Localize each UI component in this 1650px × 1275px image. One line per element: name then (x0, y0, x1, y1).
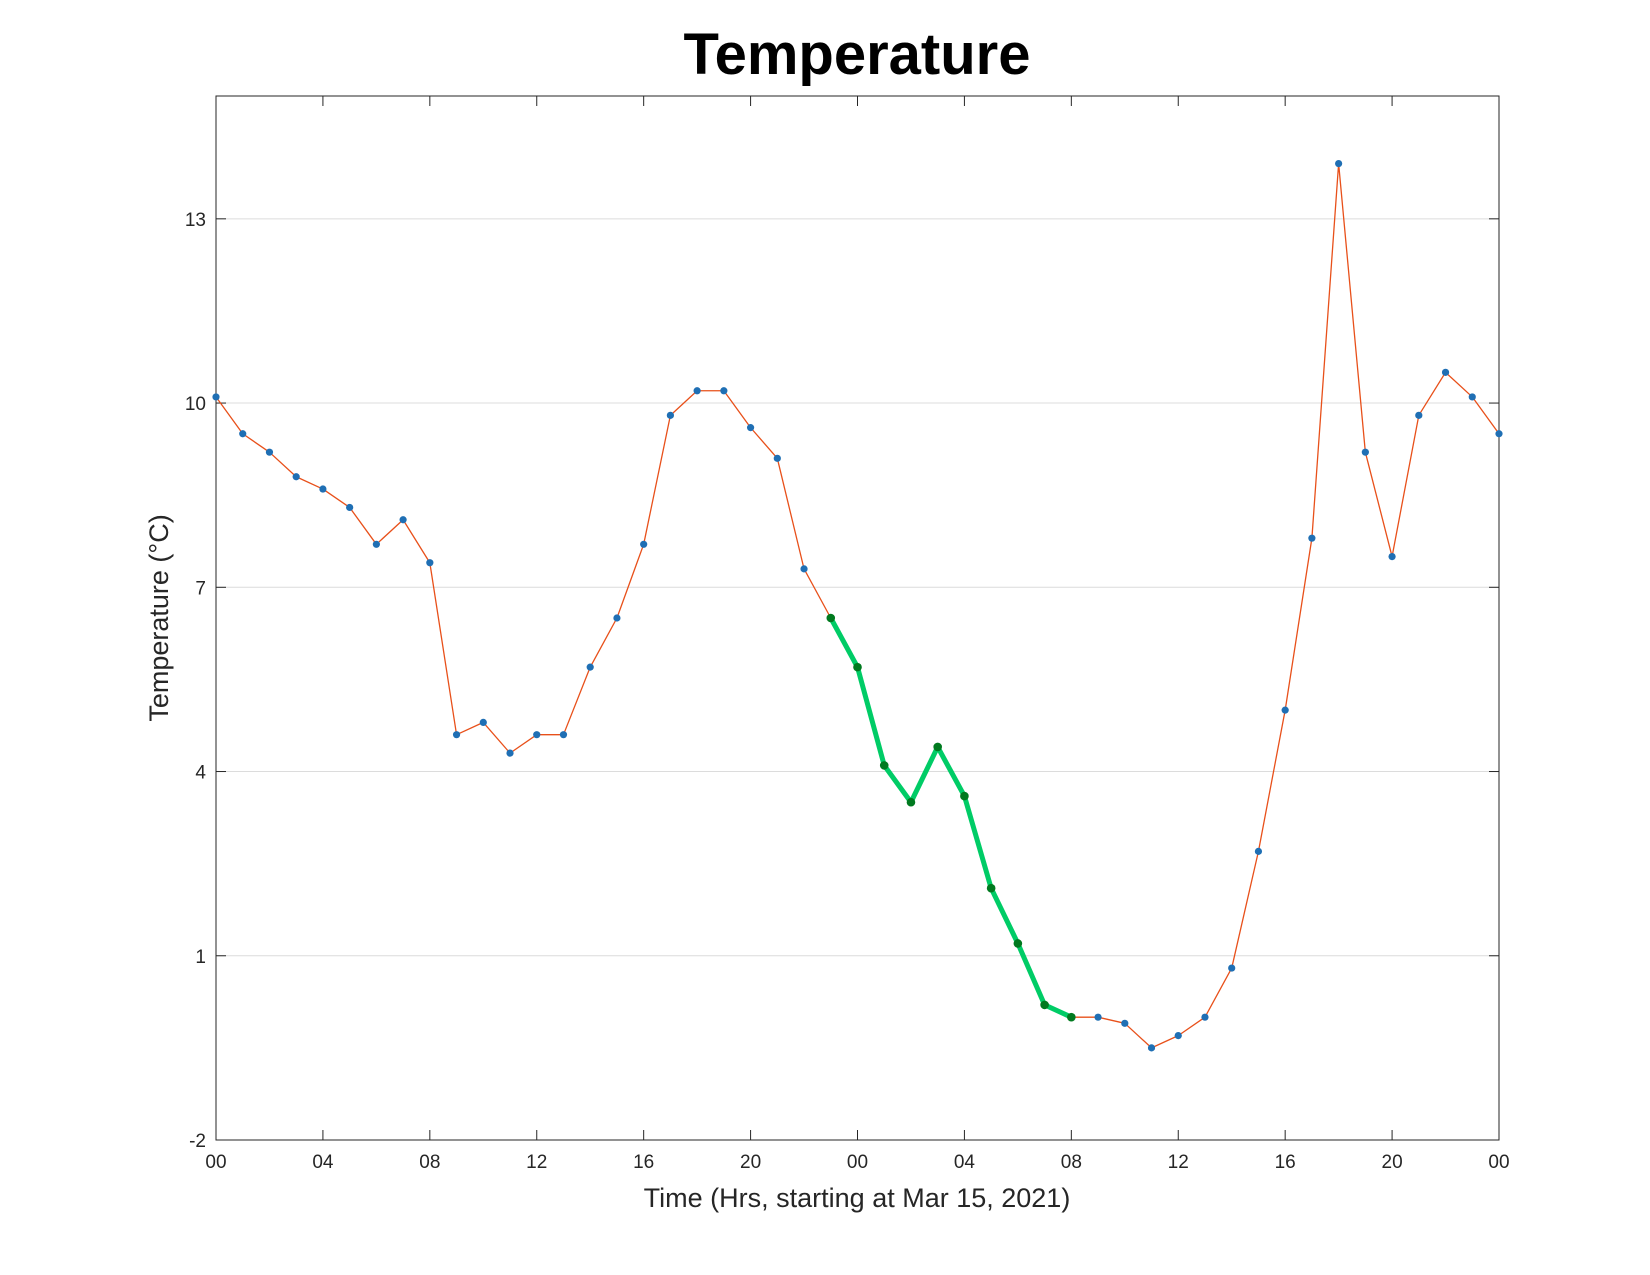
data-point (1228, 964, 1236, 972)
y-tick-label: 4 (195, 763, 206, 784)
x-tick-label: 12 (1168, 1152, 1189, 1173)
highlight-data-point (826, 613, 836, 623)
data-series (212, 159, 1503, 1052)
data-point (693, 387, 701, 395)
highlight-data-point (960, 791, 969, 801)
data-point (773, 454, 781, 462)
data-point (800, 565, 808, 573)
x-tick-label: 08 (1061, 1152, 1082, 1173)
data-point (212, 393, 220, 401)
y-tick-label: 13 (185, 210, 206, 231)
data-point (1121, 1019, 1129, 1027)
highlight-data-point (986, 883, 996, 893)
y-tick-label: 7 (195, 578, 206, 599)
data-point (1415, 411, 1423, 419)
x-tick-label: 04 (954, 1152, 976, 1173)
data-point (292, 473, 300, 481)
data-point (1495, 430, 1503, 438)
x-axis-label: Time (Hrs, starting at Mar 15, 2021) (644, 1183, 1071, 1213)
data-point (372, 540, 380, 548)
x-tick-label: 12 (526, 1152, 547, 1173)
data-point (265, 448, 274, 456)
data-point (1254, 847, 1263, 855)
data-point (319, 485, 327, 493)
plot-frame (215, 95, 1500, 1141)
data-point (1094, 1013, 1102, 1021)
highlight-data-point (1013, 939, 1023, 948)
highlight-data-point (853, 662, 862, 672)
data-point (479, 718, 487, 727)
data-point (746, 424, 755, 432)
data-point (559, 731, 568, 739)
data-point (1281, 706, 1289, 714)
data-point (1361, 448, 1369, 456)
data-point (1201, 1013, 1209, 1021)
data-point (1441, 368, 1450, 376)
data-point (1147, 1044, 1156, 1052)
data-point (666, 411, 674, 419)
x-tick-label: 16 (1275, 1152, 1296, 1173)
data-point (613, 614, 621, 622)
data-point (1308, 534, 1316, 542)
series-line-highlight (828, 615, 1074, 1020)
data-point (640, 540, 648, 548)
data-point (506, 749, 514, 757)
highlight-data-point (1040, 1000, 1049, 1010)
x-tick-label: 04 (312, 1152, 334, 1173)
y-axis-label: Temperature (°C) (144, 514, 174, 721)
highlight-data-point (933, 742, 942, 752)
data-point (1468, 393, 1476, 401)
chart-title: Temperature (683, 22, 1030, 87)
data-point (239, 430, 247, 438)
data-point (452, 731, 461, 739)
gridlines (216, 218, 1499, 957)
data-point (720, 387, 728, 395)
x-tick-label: 16 (633, 1152, 654, 1173)
data-point (346, 503, 354, 512)
data-point (1388, 552, 1396, 561)
y-tick-label: 1 (195, 947, 206, 968)
x-tick-label: 20 (1382, 1152, 1403, 1173)
x-tick-label: 08 (419, 1152, 440, 1173)
highlight-data-point (879, 761, 889, 770)
data-point (399, 516, 407, 524)
x-tick-label: 20 (740, 1152, 761, 1173)
x-tick-label: 00 (205, 1152, 226, 1173)
y-tick-label: -2 (189, 1131, 206, 1152)
data-point (533, 731, 541, 739)
axis-ticks: -2 1 4 7 10 13 00 04 08 12 16 20 00 04 08 12 16 20 00 (185, 96, 1510, 1173)
highlight-data-point (906, 797, 916, 807)
x-tick-label: 00 (847, 1152, 868, 1173)
y-tick-label: 10 (185, 394, 206, 415)
data-point (426, 559, 434, 567)
data-point (586, 663, 594, 671)
highlight-data-point (1067, 1012, 1076, 1022)
data-point (1174, 1032, 1182, 1040)
series-line-full (215, 162, 1500, 1049)
data-point (1335, 159, 1343, 168)
x-tick-label: 00 (1488, 1152, 1509, 1173)
